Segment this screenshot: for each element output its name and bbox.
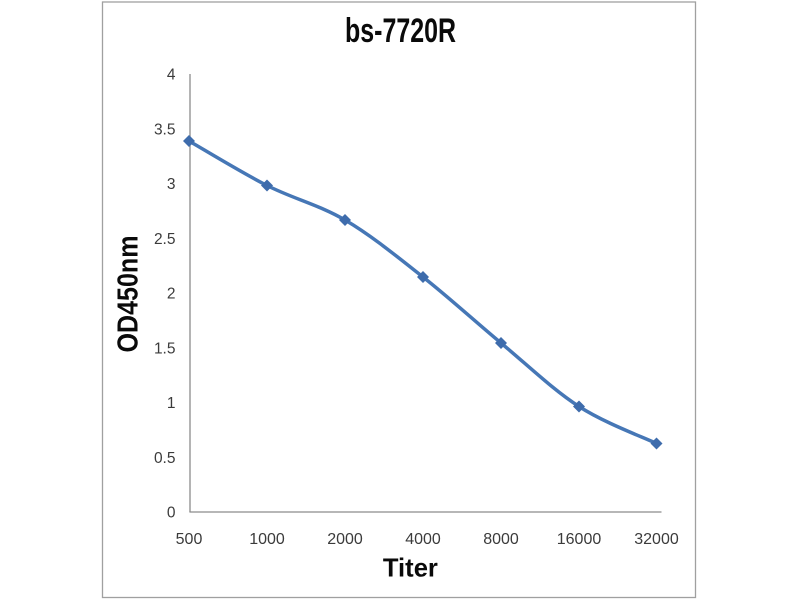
svg-text:4: 4 xyxy=(167,67,176,84)
svg-text:0: 0 xyxy=(167,505,176,522)
svg-text:bs-7720R: bs-7720R xyxy=(345,12,456,50)
svg-text:3.5: 3.5 xyxy=(154,121,176,138)
svg-text:500: 500 xyxy=(176,531,203,548)
svg-text:0.5: 0.5 xyxy=(154,450,176,467)
svg-text:32000: 32000 xyxy=(634,531,679,548)
svg-text:2: 2 xyxy=(167,286,176,303)
svg-text:1.5: 1.5 xyxy=(154,340,176,357)
svg-text:1: 1 xyxy=(167,395,176,412)
svg-text:OD450nm: OD450nm xyxy=(113,236,145,353)
svg-text:8000: 8000 xyxy=(483,531,519,548)
svg-text:4000: 4000 xyxy=(405,531,441,548)
svg-text:16000: 16000 xyxy=(557,531,602,548)
svg-text:2.5: 2.5 xyxy=(154,231,176,248)
svg-text:Titer: Titer xyxy=(383,552,438,582)
svg-text:3: 3 xyxy=(167,176,176,193)
svg-text:1000: 1000 xyxy=(249,531,285,548)
svg-text:2000: 2000 xyxy=(327,531,363,548)
